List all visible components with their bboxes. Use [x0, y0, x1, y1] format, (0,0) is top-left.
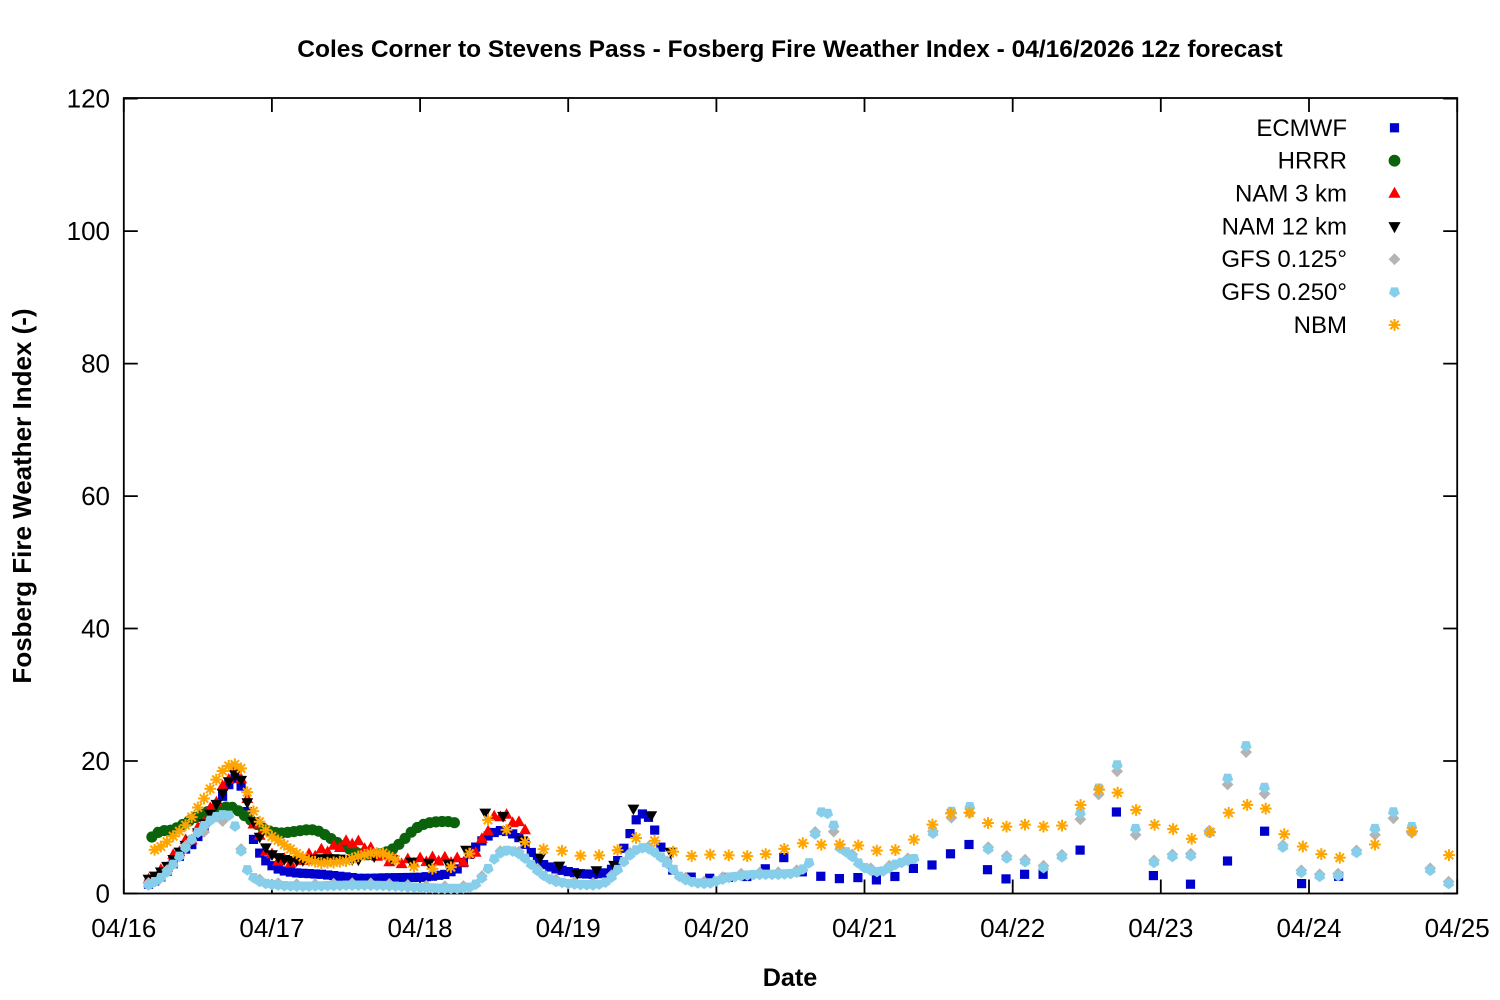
svg-text:04/20: 04/20: [684, 913, 749, 943]
svg-text:04/16: 04/16: [91, 913, 156, 943]
svg-text:Date: Date: [763, 964, 818, 992]
svg-text:NAM 3 km: NAM 3 km: [1235, 181, 1347, 208]
svg-text:60: 60: [81, 481, 110, 511]
svg-text:HRRR: HRRR: [1278, 148, 1347, 175]
svg-text:ECMWF: ECMWF: [1256, 115, 1347, 142]
svg-text:40: 40: [81, 614, 110, 644]
svg-text:Coles Corner to Stevens Pass -: Coles Corner to Stevens Pass - Fosberg F…: [297, 36, 1282, 63]
svg-text:120: 120: [67, 84, 110, 114]
svg-text:04/22: 04/22: [980, 913, 1045, 943]
svg-text:NBM: NBM: [1294, 312, 1347, 339]
svg-text:GFS 0.125°: GFS 0.125°: [1221, 246, 1347, 273]
svg-text:04/18: 04/18: [388, 913, 453, 943]
svg-text:Fosberg Fire Weather Index (-): Fosberg Fire Weather Index (-): [7, 308, 37, 683]
svg-text:NAM 12 km: NAM 12 km: [1222, 213, 1347, 240]
svg-text:04/24: 04/24: [1276, 913, 1341, 943]
svg-text:04/19: 04/19: [536, 913, 601, 943]
svg-text:04/25: 04/25: [1425, 913, 1490, 943]
svg-text:20: 20: [81, 746, 110, 776]
svg-text:0: 0: [96, 879, 110, 909]
svg-text:80: 80: [81, 349, 110, 379]
svg-text:100: 100: [67, 216, 110, 246]
svg-text:04/21: 04/21: [832, 913, 897, 943]
svg-text:04/23: 04/23: [1128, 913, 1193, 943]
svg-text:04/17: 04/17: [239, 913, 304, 943]
svg-text:GFS 0.250°: GFS 0.250°: [1221, 279, 1347, 306]
